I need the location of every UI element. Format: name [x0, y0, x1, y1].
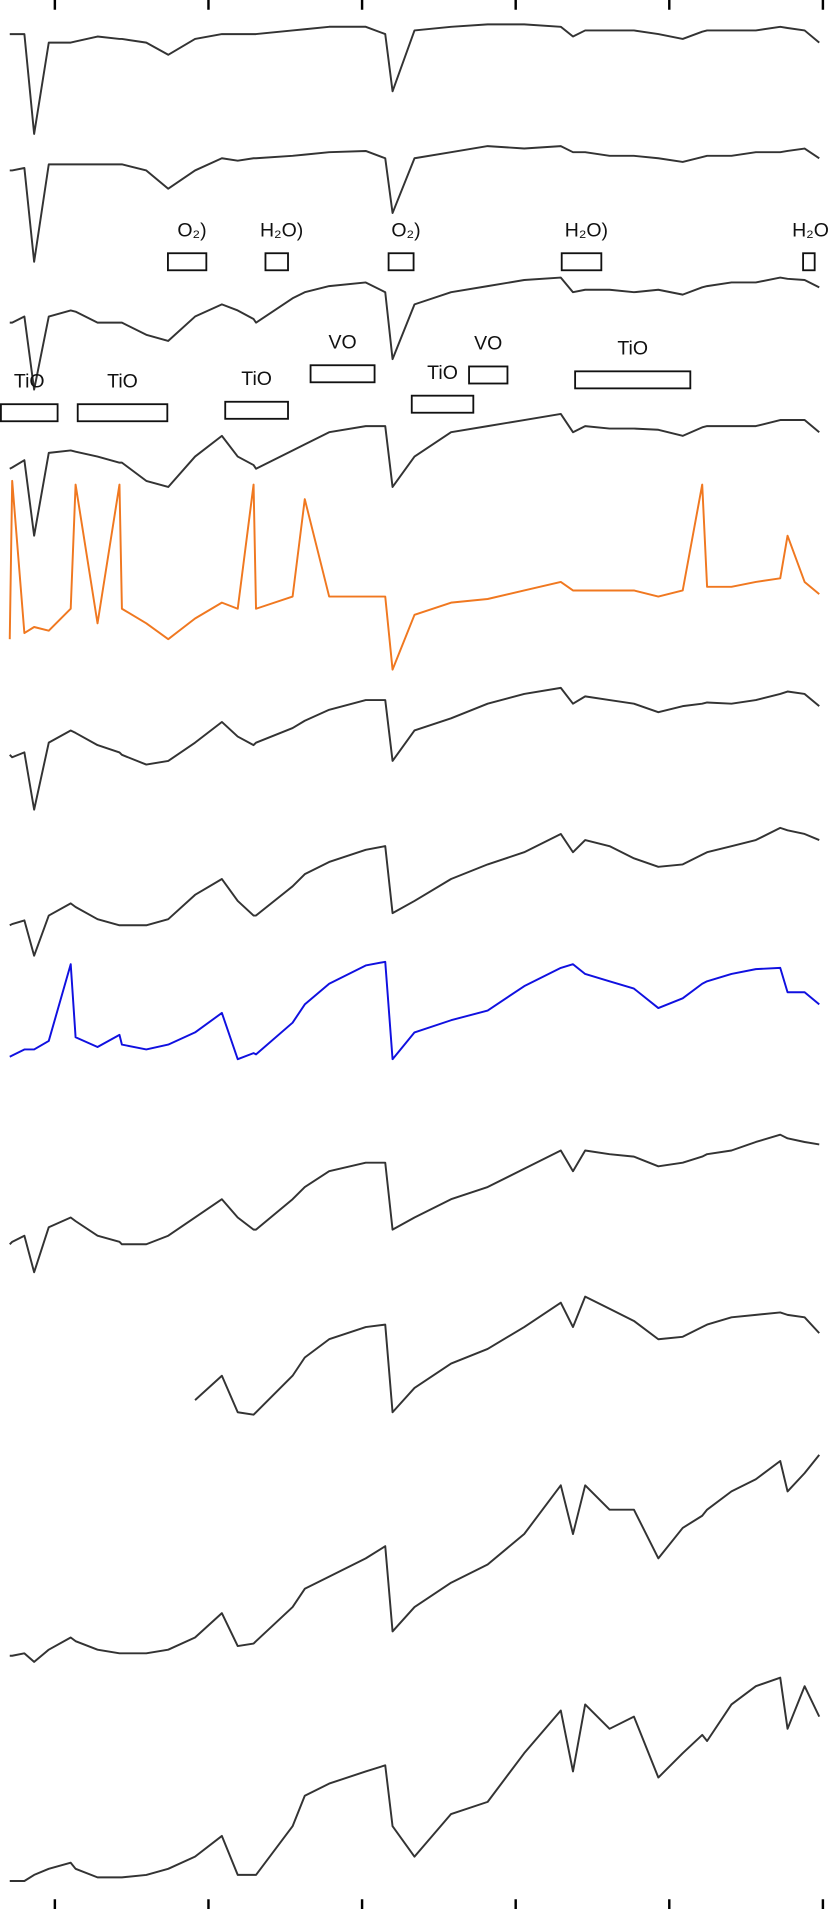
spectrum-line — [9, 276, 820, 391]
band-box — [309, 364, 376, 384]
band-label: VO — [328, 331, 356, 353]
band-box — [468, 365, 509, 385]
spectrum-line — [9, 686, 820, 811]
band-box — [0, 403, 59, 423]
band-box — [410, 394, 475, 414]
band-box — [76, 403, 169, 423]
band-label: TiO — [617, 338, 648, 360]
band-label: H₂O) — [792, 219, 829, 241]
band-box — [560, 252, 603, 272]
band-label: TiO — [427, 362, 458, 384]
band-label: O₂) — [391, 219, 420, 241]
band-label: VO — [474, 333, 502, 355]
band-label: TiO — [107, 370, 138, 392]
band-box — [167, 252, 208, 272]
spectrum-line — [9, 1454, 821, 1663]
band-box — [802, 252, 816, 272]
spectrum-line — [9, 23, 820, 135]
band-label: TiO — [241, 368, 272, 390]
spectrum-line — [9, 960, 820, 1061]
spectrum-line — [9, 145, 820, 263]
spectrum-line — [8, 479, 820, 671]
band-box — [264, 252, 289, 272]
band-label: H₂O) — [260, 219, 303, 241]
band-box — [387, 252, 415, 272]
band-label: O₂) — [177, 219, 206, 241]
spectrum-line — [9, 1676, 821, 1882]
spectrum-line — [9, 412, 820, 537]
band-box — [574, 370, 692, 390]
spectrum-line — [194, 1295, 820, 1416]
band-label: H₂O) — [565, 219, 608, 241]
band-box — [224, 400, 289, 420]
spectrum-line — [9, 826, 820, 957]
band-label: TiO — [14, 370, 45, 392]
spectrum-line — [9, 1133, 820, 1274]
